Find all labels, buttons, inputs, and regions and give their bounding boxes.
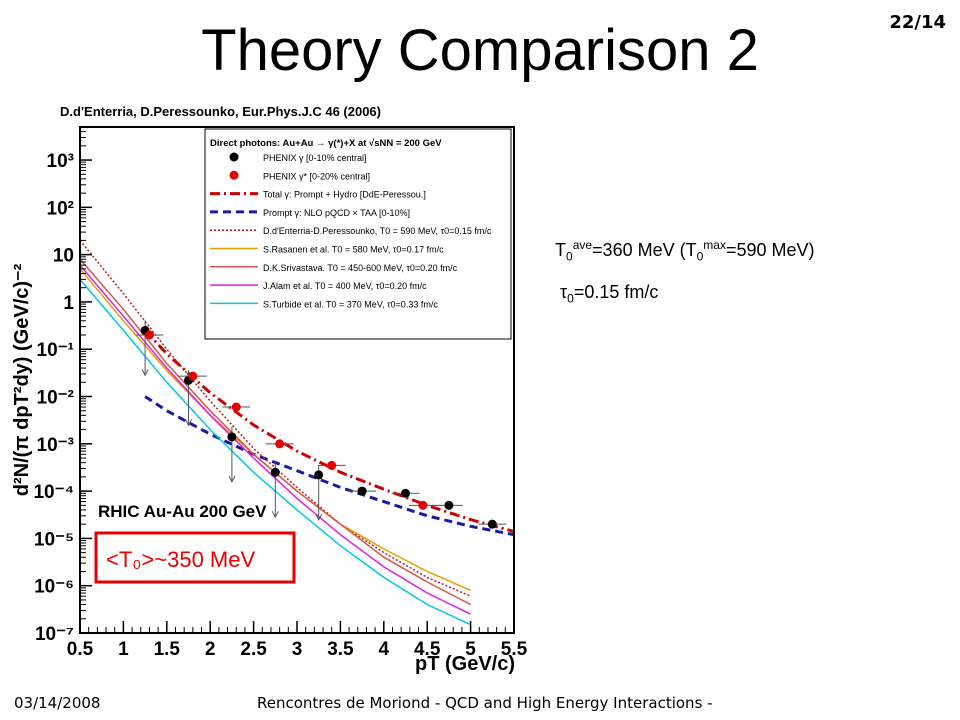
footer-date: 03/14/2008 — [14, 694, 101, 712]
annotation-rhic: RHIC Au-Au 200 GeV — [98, 502, 267, 521]
legend-label: D.d'Enterria-D.Peressounko, T0 = 590 MeV… — [263, 226, 492, 236]
x-tick-label: 5.5 — [501, 639, 528, 660]
data-point — [231, 402, 241, 412]
y-tick-label: 10⁻¹ — [37, 340, 75, 361]
info-end: =590 MeV) — [725, 240, 815, 260]
data-point — [188, 371, 198, 381]
legend-marker — [229, 152, 239, 162]
legend-box — [204, 128, 512, 340]
upper-limit-arrow — [228, 475, 236, 484]
legend-label: Prompt γ: NLO pQCD × TAA [0-10%] — [263, 208, 410, 218]
upper-limit-arrow — [141, 369, 149, 377]
y-tick-label: 10³ — [47, 151, 74, 172]
info-tau-symbol: τ — [560, 282, 568, 302]
y-tick-label: 10⁻⁷ — [35, 624, 74, 645]
x-tick-label: 3.5 — [327, 639, 354, 660]
x-tick-label: 2.5 — [240, 639, 267, 660]
info-t-symbol: T — [555, 240, 566, 260]
y-tick-label: 10⁻³ — [37, 435, 75, 456]
x-tick-label: 0.5 — [67, 639, 94, 660]
legend-label: D.K.Srivastava. T0 = 450-600 MeV, τ0=0.2… — [263, 263, 458, 273]
legend-label: PHENIX γ [0-10% central] — [263, 153, 367, 163]
data-point — [418, 500, 428, 510]
y-tick-label: 10⁻⁵ — [34, 529, 74, 550]
info-subscript: 0 — [566, 249, 573, 264]
legend-label: S.Rasanen et al. T0 = 580 MeV, τ0=0.17 f… — [263, 245, 444, 255]
footer-text: Rencontres de Moriond - QCD and High Ene… — [257, 694, 713, 712]
info-max: max — [703, 238, 726, 252]
info-mid: =360 MeV (T — [592, 240, 697, 260]
info-tau: τ0=0.15 fm/c — [560, 282, 658, 306]
upper-limit-arrow — [271, 511, 279, 519]
y-tick-label: 10⁻⁴ — [33, 482, 74, 503]
legend-label: S.Turbide et al. T0 = 370 MeV, τ0=0.33 f… — [263, 299, 438, 309]
x-tick-label: 4.5 — [414, 639, 441, 660]
legend-title: Direct photons: Au+Au → γ(*)+X at √sNN =… — [210, 138, 442, 149]
data-point — [227, 432, 237, 442]
x-tick-label: 2 — [205, 639, 216, 660]
axes: 0.5 1 1.5 2 2.5 3 3.5 4 4.5 5 5.5 10⁻⁷ 10⁻⁶ 10⁻⁵ 10⁻⁴ 1… — [33, 126, 528, 660]
y-tick-label: 10 — [53, 246, 74, 267]
x-tick-label: 4 — [379, 639, 390, 660]
upper-limit-arrow — [185, 419, 192, 427]
legend-label: J.Alam et al. T0 = 400 MeV, τ0=0.20 fm/c — [263, 281, 427, 291]
y-tick-label: 10⁻⁶ — [34, 577, 74, 598]
data-point — [144, 330, 154, 340]
annotation-temperature: <T₀>~350 MeV — [106, 547, 255, 572]
slide-title: Theory Comparison 2 — [201, 18, 759, 83]
data-point — [487, 519, 497, 529]
data-point — [270, 467, 280, 477]
legend-marker — [229, 170, 239, 180]
data-point — [401, 488, 410, 498]
info-tau-value: =0.15 fm/c — [573, 282, 659, 302]
y-tick-label: 10² — [47, 198, 74, 219]
legend: Direct photons: Au+Au → γ(*)+X at √sNN =… — [204, 128, 512, 340]
info-subscript: 0 — [696, 249, 704, 264]
legend-entries: PHENIX γ [0-10% central] PHENIX γ* [0-20%… — [210, 152, 492, 309]
data-point — [275, 439, 285, 449]
data-point — [314, 470, 324, 480]
y-tick-label: 10⁻² — [37, 388, 75, 409]
legend-label: Total γ: Prompt + Hydro [DdE-Peressou.] — [263, 190, 426, 200]
chart: 0.5 1 1.5 2 2.5 3 3.5 4 4.5 5 5.5 10⁻⁷ 10⁻⁶ 10⁻⁵ 10⁻⁴ 1… — [11, 126, 528, 675]
page-number: 22/14 — [889, 12, 946, 33]
legend-label: PHENIX γ* [0-20% central] — [263, 171, 370, 181]
x-tick-label: 1.5 — [154, 639, 181, 660]
y-tick-label: 1 — [63, 293, 74, 314]
x-tick-label: 3 — [292, 639, 303, 660]
x-axis-label: pT (GeV/c) — [415, 653, 515, 675]
data-point — [357, 486, 367, 496]
info-temperature: T0ave=360 MeV (T0max=590 MeV) — [555, 238, 815, 264]
x-tick-label: 5 — [465, 639, 476, 660]
theory-curve-1 — [144, 395, 515, 537]
x-tick-label: 1 — [118, 639, 129, 660]
data-point — [444, 500, 454, 510]
info-subscript: 0 — [567, 291, 574, 306]
info-ave: ave — [572, 238, 593, 252]
data-point — [327, 460, 337, 470]
y-axis-label: d²N/(π dpT²dy) (GeV/c)⁻² — [11, 263, 33, 496]
data-points — [135, 320, 507, 529]
citation: D.d'Enterria, D.Peressounko, Eur.Phys.J.… — [60, 104, 381, 119]
annotation-box — [94, 531, 296, 584]
upper-limit-arrow — [315, 513, 323, 522]
